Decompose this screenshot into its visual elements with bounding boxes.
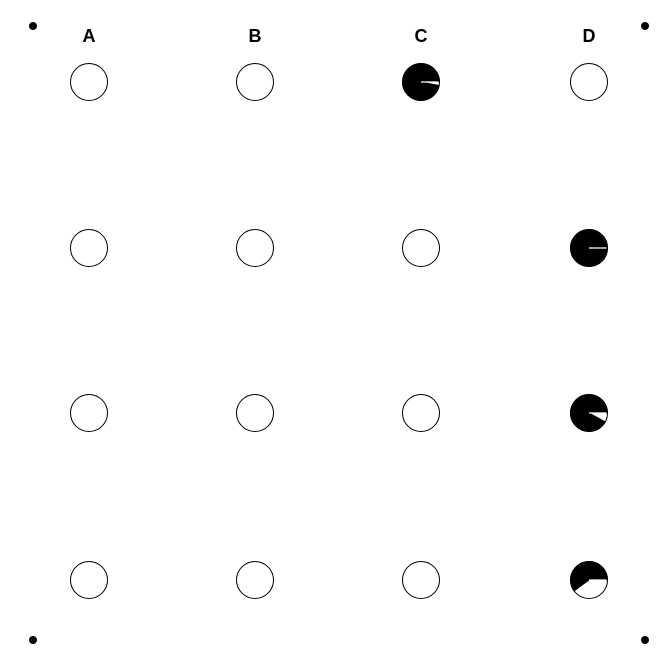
cell-a3: [70, 394, 108, 432]
cell-circle-a3: [70, 394, 108, 432]
cell-b1: [236, 63, 274, 101]
cell-d2: [570, 229, 609, 267]
column-label-d: D: [583, 26, 596, 46]
cell-a1: [70, 63, 108, 101]
cell-circle-a4: [70, 561, 108, 599]
cell-circle-c3: [402, 394, 440, 432]
corner-dot-top-left: [29, 22, 37, 30]
cell-layer: [70, 63, 609, 599]
cell-d3: [570, 394, 609, 432]
cell-circle-c2: [402, 229, 440, 267]
cell-a2: [70, 229, 108, 267]
cell-circle-a2: [70, 229, 108, 267]
cell-circle-b4: [236, 561, 274, 599]
cell-c4: [402, 561, 440, 599]
corner-dot-bottom-right: [641, 636, 649, 644]
cell-circle-b3: [236, 394, 274, 432]
cell-b4: [236, 561, 274, 599]
cell-a4: [70, 561, 108, 599]
cell-circle-c4: [402, 561, 440, 599]
cell-c1: [402, 63, 441, 101]
column-label-b: B: [249, 26, 262, 46]
corner-dot-bottom-left: [29, 636, 37, 644]
cell-circle-b2: [236, 229, 274, 267]
cell-d4: [570, 561, 609, 599]
cell-b3: [236, 394, 274, 432]
cell-fill-d4: [570, 561, 609, 592]
cell-c3: [402, 394, 440, 432]
cell-d1: [570, 63, 608, 101]
cell-circle-a1: [70, 63, 108, 101]
cell-circle-d1: [570, 63, 608, 101]
cell-circle-b1: [236, 63, 274, 101]
corner-dot-top-right: [641, 22, 649, 30]
column-label-a: A: [83, 26, 96, 46]
column-label-c: C: [415, 26, 428, 46]
cell-c2: [402, 229, 440, 267]
cell-b2: [236, 229, 274, 267]
